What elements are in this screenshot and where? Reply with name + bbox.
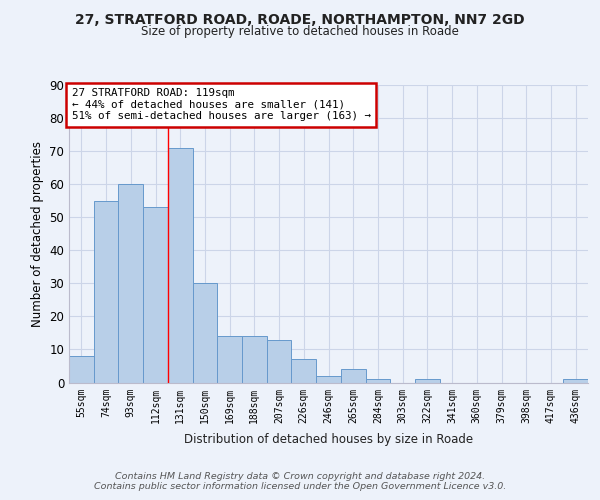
Bar — [69, 356, 94, 382]
Text: 27, STRATFORD ROAD, ROADE, NORTHAMPTON, NN7 2GD: 27, STRATFORD ROAD, ROADE, NORTHAMPTON, … — [75, 12, 525, 26]
Text: Contains HM Land Registry data © Crown copyright and database right 2024.
Contai: Contains HM Land Registry data © Crown c… — [94, 472, 506, 491]
Bar — [242, 336, 267, 382]
Bar — [193, 284, 217, 382]
Bar — [365, 379, 390, 382]
Bar — [94, 200, 118, 382]
Bar — [267, 340, 292, 382]
Y-axis label: Number of detached properties: Number of detached properties — [31, 141, 44, 327]
Bar — [563, 379, 588, 382]
Bar — [217, 336, 242, 382]
Bar — [168, 148, 193, 382]
Bar — [292, 360, 316, 382]
Bar — [316, 376, 341, 382]
Bar — [341, 370, 365, 382]
Text: Distribution of detached houses by size in Roade: Distribution of detached houses by size … — [184, 432, 473, 446]
Bar — [415, 379, 440, 382]
Bar — [143, 208, 168, 382]
Text: 27 STRATFORD ROAD: 119sqm
← 44% of detached houses are smaller (141)
51% of semi: 27 STRATFORD ROAD: 119sqm ← 44% of detac… — [71, 88, 371, 121]
Bar — [118, 184, 143, 382]
Text: Size of property relative to detached houses in Roade: Size of property relative to detached ho… — [141, 25, 459, 38]
